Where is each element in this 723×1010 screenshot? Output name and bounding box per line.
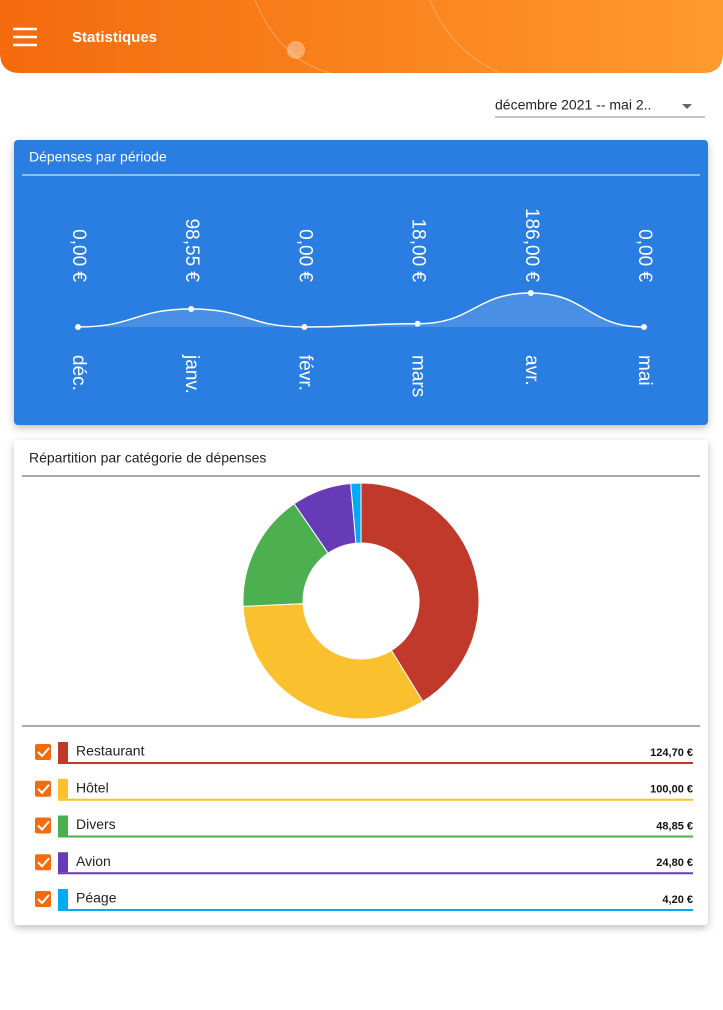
legend-entry[interactable]: Péage 4,20 € bbox=[35, 889, 693, 911]
card-title: Dépenses par période bbox=[29, 149, 167, 165]
dropdown-arrow bbox=[682, 104, 692, 109]
value-label: 100,00 € bbox=[650, 784, 693, 796]
x-tick-label: févr. bbox=[294, 355, 315, 391]
area bbox=[78, 293, 644, 327]
checkbox[interactable] bbox=[35, 891, 51, 907]
decoration bbox=[287, 41, 305, 59]
x-tick-label: avr. bbox=[521, 355, 542, 386]
legend-swatch bbox=[58, 852, 68, 873]
x-tick-label: déc. bbox=[68, 355, 89, 391]
checkmark bbox=[37, 747, 50, 758]
period-card bbox=[14, 140, 708, 425]
legend-label: Avion bbox=[76, 853, 111, 869]
app-title: Statistiques bbox=[72, 29, 157, 46]
app-bar bbox=[0, 0, 723, 73]
legend-entry[interactable]: Divers 48,85 € bbox=[35, 815, 693, 838]
period-select[interactable]: décembre 2021 -- mai 2.. bbox=[495, 97, 705, 118]
checkmark bbox=[37, 784, 50, 795]
value-label: 98,55 € bbox=[181, 219, 202, 283]
legend-label: Restaurant bbox=[76, 743, 145, 759]
line bbox=[77, 292, 645, 328]
value-label: 0,00 € bbox=[68, 229, 89, 282]
legend-swatch bbox=[58, 815, 68, 836]
legend-label: Divers bbox=[76, 816, 116, 832]
value-label: 0,00 € bbox=[634, 229, 655, 282]
value-label: 124,70 € bbox=[650, 747, 693, 759]
checkbox[interactable] bbox=[35, 817, 51, 834]
slice bbox=[350, 482, 362, 544]
legend-label: Hôtel bbox=[76, 779, 109, 795]
slice bbox=[242, 603, 424, 720]
value-label: 186,00 € bbox=[521, 208, 542, 282]
select-label: décembre 2021 -- mai 2.. bbox=[495, 97, 651, 113]
legend-entry[interactable]: Hôtel 100,00 € bbox=[35, 778, 693, 801]
point bbox=[527, 290, 534, 296]
checkmark bbox=[37, 820, 50, 831]
value-label: 0,00 € bbox=[294, 229, 315, 282]
legend-swatch bbox=[58, 889, 68, 909]
legend-swatch bbox=[58, 742, 68, 762]
x-tick-label: janv. bbox=[181, 354, 202, 394]
checkbox[interactable] bbox=[35, 780, 51, 797]
value-label: 48,85 € bbox=[656, 820, 693, 832]
checkbox[interactable] bbox=[35, 854, 51, 871]
point bbox=[188, 305, 195, 312]
checkmark bbox=[37, 857, 50, 868]
decoration bbox=[254, 0, 501, 74]
menu-button[interactable] bbox=[13, 27, 37, 47]
card-title: Répartition par catégorie de dépenses bbox=[29, 450, 266, 466]
value-label: 4,20 € bbox=[662, 894, 693, 906]
legend-entry[interactable]: Avion 24,80 € bbox=[35, 852, 693, 875]
point bbox=[75, 324, 81, 330]
value-label: 24,80 € bbox=[656, 857, 693, 869]
x-tick-label: mai bbox=[634, 355, 655, 386]
legend-entry[interactable]: Restaurant 124,70 € bbox=[35, 742, 693, 764]
x-tick-label: mars bbox=[408, 355, 429, 397]
point bbox=[641, 324, 647, 330]
point bbox=[414, 320, 421, 327]
slice bbox=[360, 482, 480, 703]
checkmark bbox=[37, 894, 50, 905]
value-label: 18,00 € bbox=[408, 219, 429, 283]
point bbox=[301, 324, 308, 330]
legend-label: Péage bbox=[76, 890, 117, 906]
checkbox[interactable] bbox=[35, 744, 51, 760]
legend-swatch bbox=[58, 778, 68, 799]
